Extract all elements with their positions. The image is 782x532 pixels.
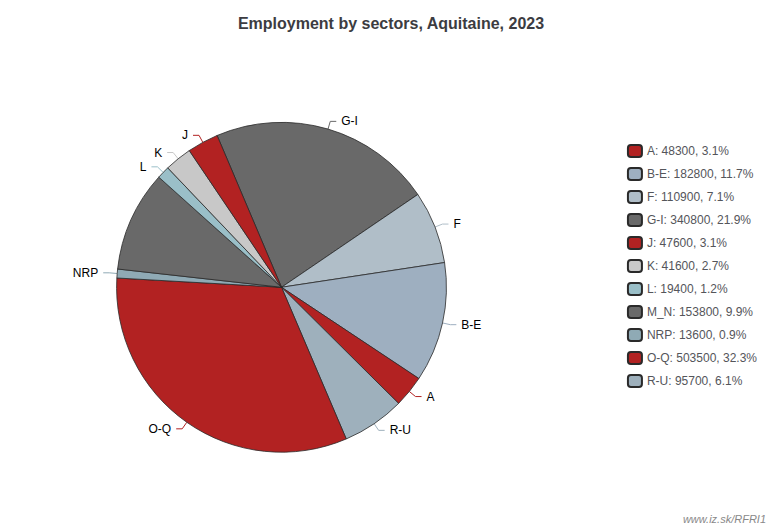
svg-text:O-Q: 503500, 32.3%: O-Q: 503500, 32.3% (647, 351, 757, 365)
svg-text:F: F (453, 217, 460, 231)
svg-text:K: K (154, 146, 162, 160)
svg-text:A: 48300, 3.1%: A: 48300, 3.1% (647, 144, 729, 158)
svg-text:B-E: B-E (461, 318, 481, 332)
svg-text:F: 110900, 7.1%: F: 110900, 7.1% (647, 190, 735, 204)
svg-text:L: 19400, 1.2%: L: 19400, 1.2% (647, 282, 728, 296)
svg-text:M_N: 153800, 9.9%: M_N: 153800, 9.9% (647, 305, 753, 319)
svg-text:O-Q: O-Q (149, 422, 172, 436)
svg-text:J: 47600, 3.1%: J: 47600, 3.1% (647, 236, 727, 250)
svg-text:Employment by sectors, Aquitai: Employment by sectors, Aquitaine, 2023 (238, 15, 544, 32)
svg-text:R-U: 95700, 6.1%: R-U: 95700, 6.1% (647, 374, 743, 388)
svg-text:B-E: 182800, 11.7%: B-E: 182800, 11.7% (647, 167, 754, 181)
svg-text:K: 41600, 2.7%: K: 41600, 2.7% (647, 259, 729, 273)
svg-text:NRP: NRP (73, 266, 98, 280)
svg-text:L: L (140, 160, 147, 174)
svg-text:NRP: 13600, 0.9%: NRP: 13600, 0.9% (647, 328, 747, 342)
svg-text:A: A (427, 390, 435, 404)
svg-text:J: J (182, 128, 188, 142)
svg-text:G-I: G-I (341, 114, 358, 128)
svg-text:www.iz.sk/RFRI1: www.iz.sk/RFRI1 (683, 513, 766, 525)
svg-text:G-I: 340800, 21.9%: G-I: 340800, 21.9% (647, 213, 751, 227)
svg-text:R-U: R-U (390, 423, 411, 437)
